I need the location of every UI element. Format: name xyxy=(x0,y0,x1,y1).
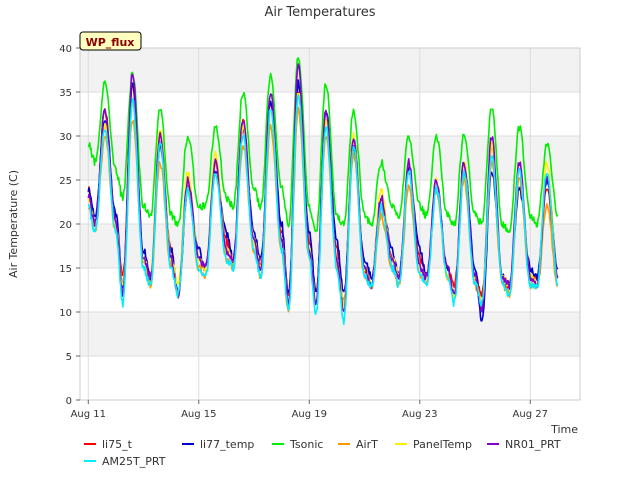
legend-label: NR01_PRT xyxy=(505,438,561,451)
y-tick-label: 0 xyxy=(66,396,72,407)
legend-label: Tsonic xyxy=(289,438,323,451)
y-tick-label: 40 xyxy=(59,44,72,55)
legend-label: PanelTemp xyxy=(413,438,472,451)
y-axis: 0 5 10 15 20 25 30 35 40 xyxy=(59,44,80,407)
x-tick-label: Aug 27 xyxy=(513,409,548,420)
series-line-am25t-prt xyxy=(87,94,559,326)
series-line-tsonic xyxy=(87,57,559,234)
y-tick-label: 5 xyxy=(66,352,72,363)
y-tick-label: 25 xyxy=(59,176,72,187)
plot-band xyxy=(80,268,580,312)
x-axis-label: Time xyxy=(550,423,578,436)
legend-label: AM25T_PRT xyxy=(102,455,166,468)
x-axis: Aug 11 Aug 15 Aug 19 Aug 23 Aug 27 xyxy=(71,400,548,420)
legend-label: li75_t xyxy=(102,438,133,451)
x-tick-label: Aug 15 xyxy=(181,409,216,420)
chart-title: Air Temperatures xyxy=(264,5,375,20)
x-tick-label: Aug 11 xyxy=(71,409,106,420)
y-tick-label: 30 xyxy=(59,132,72,143)
legend-label: li77_temp xyxy=(200,438,254,451)
badge-box xyxy=(79,31,142,51)
legend: li75_t li77_temp Tsonic AirT PanelTemp NR01_P… xyxy=(84,438,561,468)
legend-label: AirT xyxy=(356,438,378,451)
y-tick-label: 35 xyxy=(59,88,72,99)
x-tick-label: Aug 23 xyxy=(402,409,437,420)
x-tick-label: Aug 19 xyxy=(292,409,327,420)
y-tick-label: 10 xyxy=(59,308,72,319)
y-axis-label: Air Temperature (C) xyxy=(7,170,20,278)
station-badge: WP_flux xyxy=(79,31,142,51)
plot-band xyxy=(80,356,580,400)
badge-label: WP_flux xyxy=(86,36,135,49)
y-tick-label: 15 xyxy=(59,264,72,275)
y-tick-label: 20 xyxy=(59,220,72,231)
series-layer xyxy=(87,57,559,326)
